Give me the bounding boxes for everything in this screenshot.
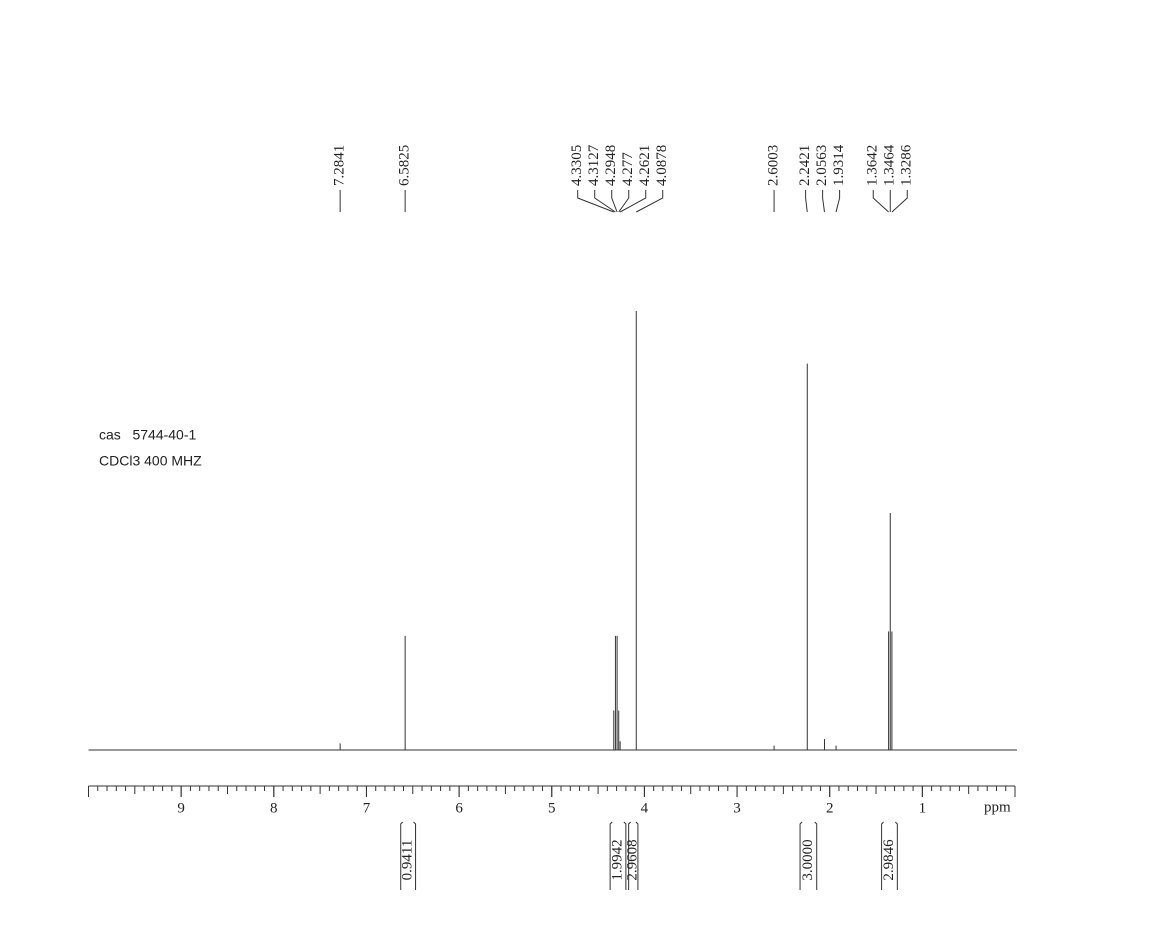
peak-label: 1.3464	[882, 144, 898, 186]
integral-label: 0.9411	[400, 840, 416, 881]
integral-label: 2.9846	[881, 839, 897, 881]
peak-label: 7.2841	[332, 145, 348, 186]
peak-label: 1.3286	[899, 144, 915, 186]
peak-leader	[618, 190, 630, 213]
x-tick-label: 7	[363, 800, 371, 816]
x-tick-label: 9	[177, 800, 185, 816]
peak-leader	[891, 190, 908, 213]
peak-label: 4.2621	[637, 145, 653, 186]
peak-label: 4.3127	[586, 144, 602, 186]
peak-label: 1.3642	[865, 145, 881, 186]
x-axis-label: ppm	[984, 799, 1011, 815]
annotation: CDCl3 400 MHZ	[99, 453, 202, 469]
peak-leader	[822, 190, 825, 213]
peak-leader	[835, 190, 841, 213]
x-tick-label: 6	[455, 800, 463, 816]
integral-bracket	[628, 821, 639, 890]
peak-label: 1.9314	[831, 144, 847, 186]
peak-label: 4.2948	[603, 145, 619, 186]
peak-label: 4.0878	[654, 145, 670, 186]
x-tick-label: 5	[548, 800, 556, 816]
peak-label: 2.2421	[797, 145, 813, 186]
integral-label: 1.9942	[609, 839, 625, 880]
x-tick-label: 3	[733, 800, 741, 816]
peak-label: 6.5825	[397, 145, 413, 186]
peak-leader	[594, 190, 616, 213]
integral-bracket	[400, 821, 417, 890]
peak-label: 2.0563	[814, 145, 830, 186]
peak-leader	[619, 190, 647, 213]
x-tick-label: 1	[919, 800, 927, 816]
integral-bracket	[881, 821, 898, 890]
integral-bracket	[799, 821, 818, 890]
integral-bracket	[609, 821, 627, 890]
peak-label: 4.3305	[569, 145, 585, 186]
x-tick-label: 8	[270, 800, 278, 816]
x-tick-label: 2	[826, 800, 834, 816]
peak-leader	[805, 190, 808, 213]
x-tick-label: 4	[641, 800, 649, 816]
peak-label: 4.277	[620, 152, 636, 186]
peak-label: 2.6003	[766, 145, 782, 186]
peak-leader	[636, 190, 664, 213]
integral-label: 3.0000	[800, 839, 816, 880]
integral-label: 2.9608	[625, 839, 641, 880]
peak-leader	[872, 190, 889, 213]
peak-leader	[611, 190, 618, 213]
annotation: cas 5744-40-1	[99, 427, 196, 443]
peak-leader	[577, 190, 614, 213]
